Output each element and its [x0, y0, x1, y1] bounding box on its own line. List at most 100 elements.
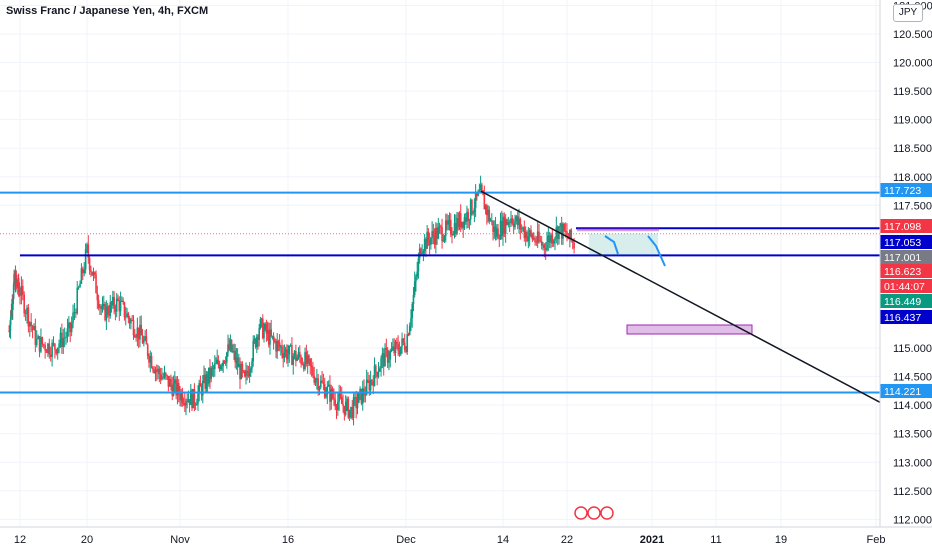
candle-body — [401, 338, 403, 347]
candle-body — [168, 379, 171, 387]
downtrend-line — [480, 190, 881, 403]
candle-body — [186, 401, 188, 402]
candle-body — [179, 394, 181, 401]
candle-body — [546, 241, 548, 251]
candle-body — [367, 379, 369, 381]
candle-body — [518, 218, 520, 226]
candle-body — [282, 353, 284, 358]
candle-body — [248, 370, 251, 377]
candle-body — [23, 294, 25, 314]
candle-body — [454, 223, 457, 234]
candle-body — [84, 249, 87, 270]
candle-body — [344, 401, 347, 415]
x-tick-label: 14 — [497, 534, 509, 546]
candle-body — [343, 405, 346, 415]
price-label-bg — [880, 183, 932, 197]
candle-body — [500, 220, 503, 237]
candle-body — [300, 357, 302, 364]
candle-body — [527, 236, 530, 242]
candle-body — [456, 218, 458, 234]
candle-body — [562, 223, 564, 239]
candle-body — [484, 205, 487, 210]
candle-body — [448, 219, 451, 221]
candle-body — [354, 396, 356, 398]
candle-body — [240, 364, 242, 379]
candle-body — [105, 306, 108, 321]
candle-body — [358, 392, 360, 403]
candle-body — [289, 345, 292, 347]
candle-body — [15, 274, 18, 282]
candle-body — [531, 233, 534, 240]
candle-body — [435, 227, 437, 245]
candle-body — [90, 269, 92, 272]
candle-body — [495, 228, 498, 237]
candle-body — [423, 239, 426, 252]
y-tick-label: 119.500 — [893, 86, 932, 98]
candle-body — [101, 306, 104, 309]
candle-body — [233, 350, 235, 352]
candle-body — [266, 329, 269, 334]
candle-body — [264, 323, 266, 330]
candle-body — [563, 223, 566, 232]
candle-body — [516, 216, 519, 226]
candle-body — [397, 343, 399, 351]
candle-body — [37, 336, 39, 340]
candle-body — [68, 322, 70, 329]
candle-body — [236, 357, 239, 368]
y-tick-label: 112.000 — [893, 514, 932, 526]
candle-body — [56, 347, 59, 354]
candle-body — [143, 339, 145, 344]
candle-body — [532, 238, 535, 240]
candle-body — [467, 212, 469, 221]
candle-body — [235, 357, 238, 363]
candle-body — [277, 341, 280, 343]
candle-body — [232, 351, 234, 352]
candle-body — [322, 382, 325, 385]
candle-body — [217, 359, 220, 365]
candle-body — [399, 346, 402, 355]
candle-body — [198, 382, 200, 393]
candle-body — [34, 325, 37, 345]
candle-body — [536, 231, 539, 243]
candle-body — [502, 216, 504, 237]
candle-body — [144, 336, 146, 340]
candle-body — [497, 228, 499, 239]
price-label-bg — [880, 219, 932, 233]
candle-body — [170, 379, 172, 385]
candle-body — [323, 384, 326, 398]
candle-body — [386, 349, 389, 363]
candle-body — [260, 318, 263, 320]
candle-body — [446, 220, 448, 225]
y-tick-label: 119.000 — [893, 115, 932, 127]
candle-body — [474, 191, 477, 208]
candle-body — [348, 409, 351, 418]
candle-body — [378, 368, 381, 372]
candle-body — [20, 285, 23, 296]
candle-body — [171, 384, 174, 396]
candle-body — [96, 293, 99, 301]
candle-body — [158, 368, 161, 375]
candle-body — [270, 329, 272, 336]
currency-badge[interactable]: JPY — [893, 4, 923, 22]
candle-body — [150, 355, 153, 368]
candle-body — [49, 354, 52, 357]
candle-body — [145, 336, 148, 345]
candle-body — [443, 236, 446, 241]
candle-body — [559, 223, 562, 227]
candle-body — [453, 223, 456, 235]
candle-body — [333, 397, 335, 400]
candle-body — [276, 341, 278, 352]
candle-body — [228, 344, 230, 350]
candle-body — [493, 226, 496, 232]
candle-body — [396, 341, 398, 344]
x-tick-label: 20 — [81, 534, 93, 546]
candle-body — [275, 341, 277, 352]
candle-body — [530, 230, 532, 234]
candle-body — [464, 217, 467, 222]
candle-body — [292, 356, 295, 365]
candle-body — [420, 248, 422, 254]
x-tick-label: Feb — [867, 534, 886, 546]
candle-body — [544, 248, 547, 251]
